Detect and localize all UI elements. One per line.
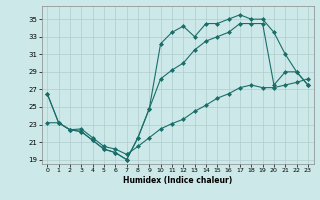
X-axis label: Humidex (Indice chaleur): Humidex (Indice chaleur) bbox=[123, 176, 232, 185]
